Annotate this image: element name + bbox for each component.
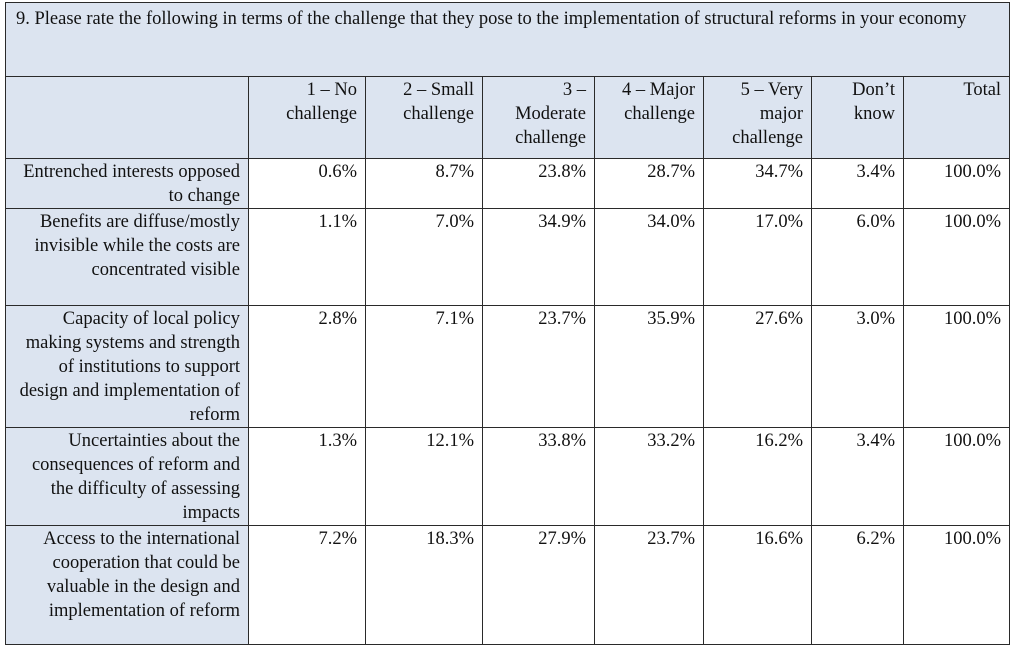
value-cell: 100.0% [902, 158, 1011, 209]
row-label: Capacity of local policy making systems … [5, 305, 249, 428]
header-cell-dont-know: Don’t know [811, 76, 904, 159]
header-cell-major-challenge: 4 – Major challenge [594, 76, 704, 159]
value-cell: 34.9% [482, 208, 595, 306]
value-cell: 27.9% [482, 525, 595, 645]
value-cell: 33.2% [594, 427, 704, 526]
value-cell: 1.1% [248, 208, 366, 306]
row-label: Entrenched interests opposed to change [5, 158, 249, 209]
value-cell: 16.2% [703, 427, 812, 526]
value-cell: 6.2% [811, 525, 904, 645]
value-cell: 7.1% [365, 305, 483, 428]
value-cell: 3.4% [811, 427, 904, 526]
value-cell: 0.6% [248, 158, 366, 209]
value-cell: 23.7% [594, 525, 704, 645]
header-cell-very-major-challenge: 5 – Very major challenge [703, 76, 812, 159]
question-title: 9. Please rate the following in terms of… [4, 2, 1011, 77]
value-cell: 6.0% [811, 208, 904, 306]
value-cell: 8.7% [365, 158, 483, 209]
value-cell: 12.1% [365, 427, 483, 526]
value-cell: 100.0% [902, 525, 1011, 645]
value-cell: 34.7% [703, 158, 812, 209]
header-row: 1 – No challenge 2 – Small challenge 3 – Mo… [5, 76, 1011, 159]
value-cell: 23.8% [482, 158, 595, 209]
value-cell: 100.0% [902, 305, 1011, 428]
header-cell-empty [5, 76, 249, 159]
table-row: Access to the international cooperation … [5, 525, 1011, 645]
value-cell: 23.7% [482, 305, 595, 428]
row-label: Benefits are diffuse/mostly invisible wh… [5, 208, 249, 306]
value-cell: 33.8% [482, 427, 595, 526]
value-cell: 16.6% [703, 525, 812, 645]
value-cell: 28.7% [594, 158, 704, 209]
row-label: Uncertainties about the consequences of … [5, 427, 249, 526]
survey-table: 9. Please rate the following in terms of… [4, 2, 1011, 645]
header-cell-moderate-challenge: 3 – Moderate challenge [482, 76, 595, 159]
value-cell: 1.3% [248, 427, 366, 526]
header-cell-small-challenge: 2 – Small challenge [365, 76, 483, 159]
value-cell: 35.9% [594, 305, 704, 428]
value-cell: 100.0% [902, 427, 1011, 526]
table-row: Capacity of local policy making systems … [5, 305, 1011, 428]
value-cell: 3.4% [811, 158, 904, 209]
value-cell: 3.0% [811, 305, 904, 428]
value-cell: 18.3% [365, 525, 483, 645]
value-cell: 17.0% [703, 208, 812, 306]
header-cell-no-challenge: 1 – No challenge [248, 76, 366, 159]
value-cell: 2.8% [248, 305, 366, 428]
value-cell: 27.6% [703, 305, 812, 428]
value-cell: 34.0% [594, 208, 704, 306]
survey-table-container: 9. Please rate the following in terms of… [4, 2, 1011, 645]
row-label: Access to the international cooperation … [5, 525, 249, 645]
table-row: Benefits are diffuse/mostly invisible wh… [5, 208, 1011, 306]
value-cell: 7.0% [365, 208, 483, 306]
header-cell-total: Total [902, 76, 1011, 159]
table-row: Entrenched interests opposed to change 0… [5, 158, 1011, 209]
value-cell: 100.0% [902, 208, 1011, 306]
title-row: 9. Please rate the following in terms of… [4, 2, 1011, 77]
table-row: Uncertainties about the consequences of … [5, 427, 1011, 526]
value-cell: 7.2% [248, 525, 366, 645]
